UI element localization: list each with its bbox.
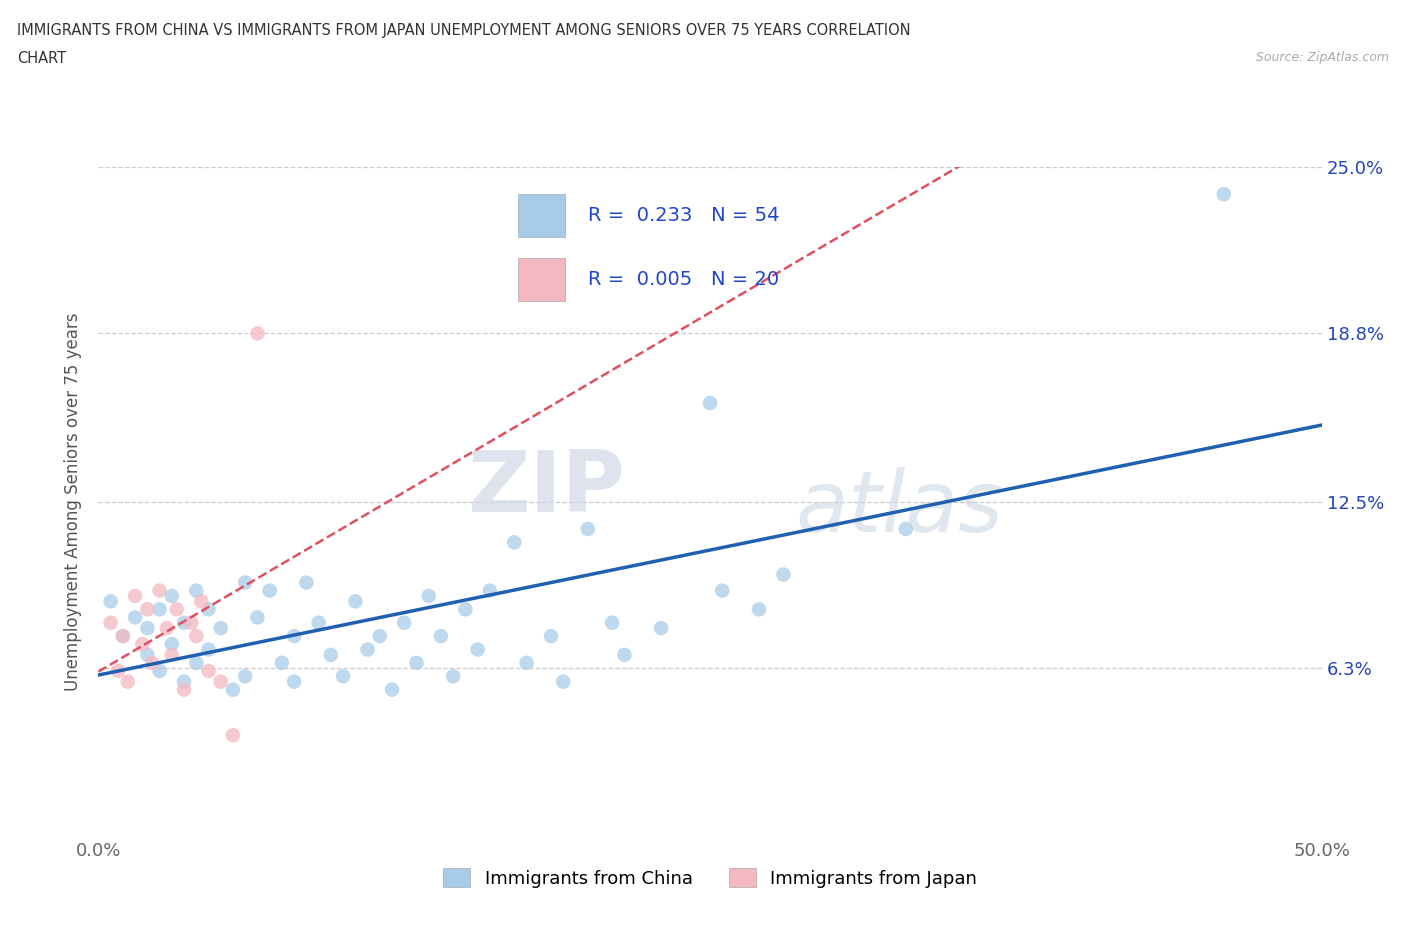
Immigrants from Japan	[124, 589, 146, 604]
Immigrants from China	[283, 674, 305, 689]
Immigrants from China	[392, 616, 416, 631]
Immigrants from China	[308, 616, 330, 631]
Immigrants from China	[319, 647, 342, 662]
Immigrants from Japan	[209, 674, 232, 689]
Immigrants from China	[295, 575, 318, 590]
Immigrants from China	[356, 642, 378, 657]
Immigrants from China	[613, 647, 636, 662]
Immigrants from China	[478, 583, 501, 598]
Immigrants from China	[186, 656, 208, 671]
Immigrants from China	[650, 620, 672, 635]
Immigrants from Japan	[166, 602, 188, 617]
Immigrants from China	[136, 620, 159, 635]
Immigrants from China	[405, 656, 427, 671]
Immigrants from China	[136, 647, 159, 662]
Immigrants from China	[197, 642, 219, 657]
Text: ZIP: ZIP	[467, 447, 624, 530]
Immigrants from China	[381, 683, 404, 698]
Legend: Immigrants from China, Immigrants from Japan: Immigrants from China, Immigrants from J…	[436, 861, 984, 895]
Immigrants from Japan	[222, 728, 245, 743]
Immigrants from Japan	[131, 637, 153, 652]
Immigrants from China	[772, 567, 794, 582]
Immigrants from China	[1212, 187, 1234, 202]
Immigrants from China	[467, 642, 489, 657]
Immigrants from Japan	[149, 583, 172, 598]
Text: IMMIGRANTS FROM CHINA VS IMMIGRANTS FROM JAPAN UNEMPLOYMENT AMONG SENIORS OVER 7: IMMIGRANTS FROM CHINA VS IMMIGRANTS FROM…	[17, 23, 911, 38]
Immigrants from Japan	[246, 326, 269, 341]
Immigrants from China	[503, 535, 526, 550]
Immigrants from China	[344, 594, 367, 609]
Text: Source: ZipAtlas.com: Source: ZipAtlas.com	[1256, 51, 1389, 64]
Immigrants from China	[553, 674, 575, 689]
Immigrants from China	[149, 602, 172, 617]
Immigrants from Japan	[111, 629, 134, 644]
Immigrants from China	[600, 616, 623, 631]
Immigrants from Japan	[136, 602, 159, 617]
Text: CHART: CHART	[17, 51, 66, 66]
Immigrants from China	[149, 663, 172, 678]
Immigrants from China	[576, 522, 599, 537]
Immigrants from China	[124, 610, 146, 625]
Immigrants from China	[100, 594, 122, 609]
Immigrants from China	[233, 669, 256, 684]
Immigrants from China	[515, 656, 537, 671]
Immigrants from China	[454, 602, 477, 617]
Immigrants from Japan	[173, 683, 195, 698]
Immigrants from China	[111, 629, 134, 644]
Immigrants from Japan	[117, 674, 139, 689]
Immigrants from China	[259, 583, 281, 598]
Immigrants from Japan	[197, 663, 219, 678]
Text: atlas: atlas	[796, 468, 1004, 551]
Immigrants from China	[441, 669, 464, 684]
Immigrants from China	[186, 583, 208, 598]
Immigrants from China	[197, 602, 219, 617]
Immigrants from Japan	[100, 616, 122, 631]
Immigrants from China	[173, 616, 195, 631]
Immigrants from China	[160, 589, 183, 604]
Immigrants from Japan	[180, 616, 202, 631]
Immigrants from China	[233, 575, 256, 590]
Immigrants from Japan	[141, 656, 163, 671]
Immigrants from China	[160, 637, 183, 652]
Immigrants from China	[270, 656, 294, 671]
Immigrants from China	[246, 610, 269, 625]
Immigrants from Japan	[156, 620, 179, 635]
Immigrants from China	[894, 522, 917, 537]
Y-axis label: Unemployment Among Seniors over 75 years: Unemployment Among Seniors over 75 years	[65, 313, 83, 691]
Immigrants from China	[699, 395, 721, 410]
Immigrants from China	[711, 583, 734, 598]
Immigrants from China	[748, 602, 770, 617]
Immigrants from China	[283, 629, 305, 644]
Immigrants from China	[209, 620, 232, 635]
Immigrants from Japan	[107, 663, 129, 678]
Immigrants from China	[332, 669, 354, 684]
Immigrants from Japan	[186, 629, 208, 644]
Immigrants from China	[368, 629, 391, 644]
Immigrants from China	[222, 683, 245, 698]
Immigrants from Japan	[190, 594, 212, 609]
Immigrants from Japan	[160, 647, 183, 662]
Immigrants from China	[540, 629, 562, 644]
Immigrants from China	[418, 589, 440, 604]
Immigrants from China	[430, 629, 453, 644]
Immigrants from China	[173, 674, 195, 689]
